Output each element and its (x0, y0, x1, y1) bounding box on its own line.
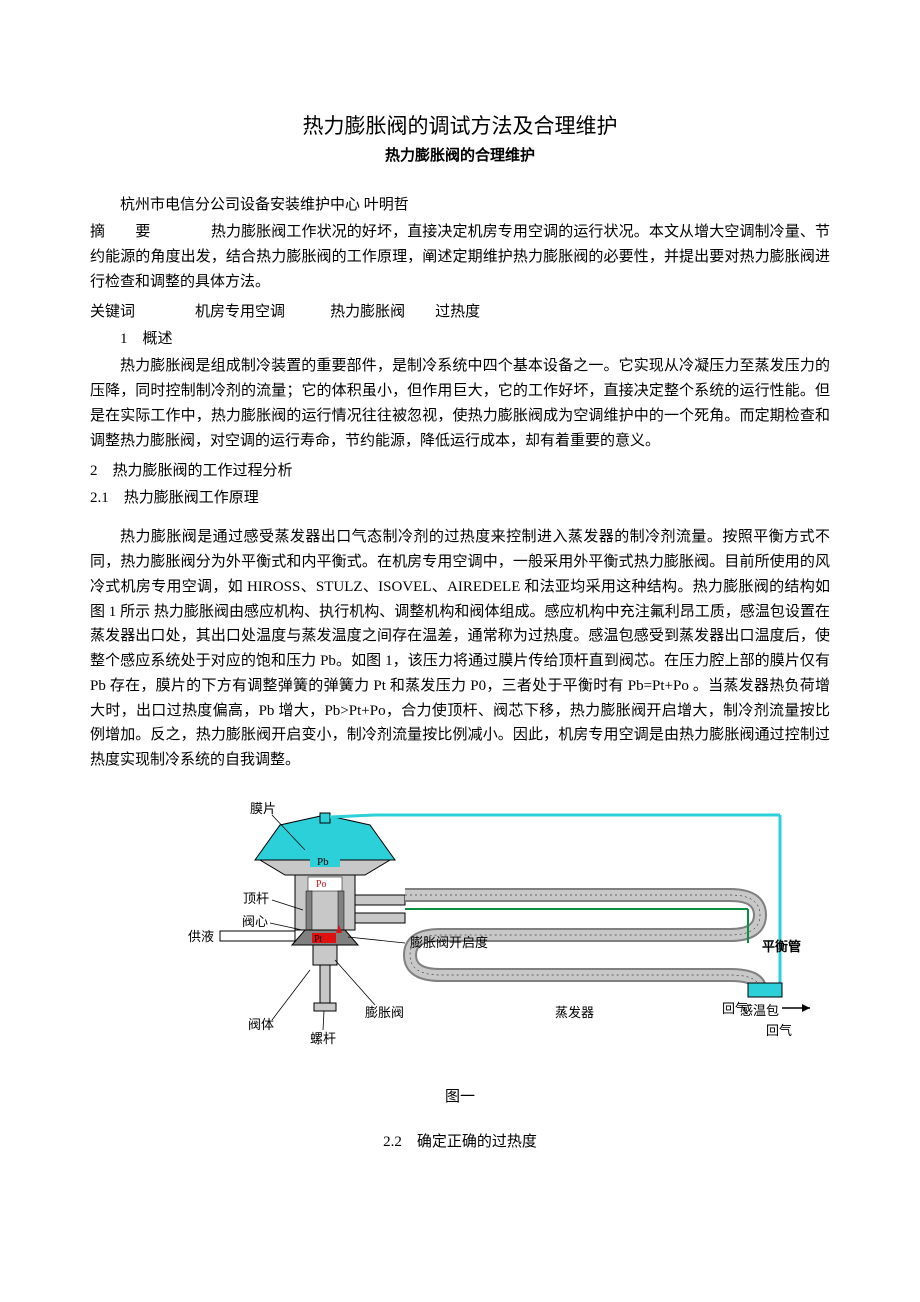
abstract: 摘 要 热力膨胀阀工作状况的好坏，直接决定机房专用空调的运行状况。本文从增大空调… (90, 220, 830, 294)
author-line: 杭州市电信分公司设备安装维护中心 叶明哲 (90, 193, 830, 214)
label-valve-open: 膨胀阀开启度 (410, 935, 488, 950)
expansion-valve-diagram: 膜片 Pb Po Pt 顶杆 阀心 供液 阀体 螺杆 膨胀阀 膨胀阀开启度 蒸发… (110, 795, 810, 1075)
title-main: 热力膨胀阀的调试方法及合理维护 (90, 110, 830, 140)
section-1-title: 概述 (143, 331, 173, 347)
title-sub: 热力膨胀阀的合理维护 (90, 144, 830, 165)
section-2-2-title: 确定正确的过热度 (417, 1134, 537, 1150)
keywords-line: 关键词 机房专用空调 热力膨胀阀 过热度 (90, 300, 830, 321)
section-2-2-heading: 2.2 确定正确的过热度 (90, 1130, 830, 1151)
label-valve-core: 阀心 (242, 914, 268, 929)
label-body: 阀体 (248, 1017, 274, 1032)
keyword-2: 热力膨胀阀 (330, 304, 405, 320)
abstract-label-2: 要 (135, 224, 150, 240)
section-2-1-body: 热力膨胀阀是通过感受蒸发器出口气态制冷剂的过热度来控制进入蒸发器的制冷剂流量。按… (90, 525, 830, 773)
figure-caption: 图一 (90, 1085, 830, 1106)
section-1-heading: 1 概述 (90, 327, 830, 348)
keywords-label: 关键词 (90, 304, 135, 320)
label-pb: Pb (317, 856, 329, 868)
abstract-label-1: 摘 (90, 224, 105, 240)
label-screw: 螺杆 (310, 1031, 336, 1046)
section-2-title: 热力膨胀阀的工作过程分析 (113, 463, 293, 479)
label-membrane: 膜片 (250, 801, 276, 816)
label-return-gas-2: 回气 (722, 1001, 748, 1016)
label-return-gas: 回气 (766, 1023, 792, 1038)
label-evaporator: 蒸发器 (555, 1005, 594, 1020)
section-2-1-title: 热力膨胀阀工作原理 (124, 490, 259, 506)
label-expansion: 膨胀阀 (365, 1005, 404, 1020)
label-po: Po (316, 879, 327, 890)
section-2-1-heading: 2.1 热力膨胀阀工作原理 (90, 486, 830, 507)
abstract-text: 热力膨胀阀工作状况的好坏，直接决定机房专用空调的运行状况。本文从增大空调制冷量、… (90, 224, 830, 290)
section-2-2-num: 2.2 (383, 1134, 402, 1150)
label-balance-tube: 平衡管 (762, 939, 801, 954)
label-pt: Pt (314, 934, 323, 945)
spacer (90, 513, 830, 525)
label-poprod: 顶杆 (243, 891, 269, 906)
figure-1: 膜片 Pb Po Pt 顶杆 阀心 供液 阀体 螺杆 膨胀阀 膨胀阀开启度 蒸发… (90, 795, 830, 1106)
document-page: 热力膨胀阀的调试方法及合理维护 热力膨胀阀的合理维护 杭州市电信分公司设备安装维… (0, 0, 920, 1211)
section-2-1-num: 2.1 (90, 490, 109, 506)
section-1-body: 热力膨胀阀是组成制冷装置的重要部件，是制冷系统中四个基本设备之一。它实现从冷凝压… (90, 354, 830, 453)
section-2-num: 2 (90, 463, 98, 479)
keyword-1: 机房专用空调 (195, 304, 285, 320)
label-supply: 供液 (188, 929, 214, 944)
section-1-num: 1 (120, 331, 128, 347)
keyword-3: 过热度 (435, 304, 480, 320)
section-2-heading: 2 热力膨胀阀的工作过程分析 (90, 459, 830, 480)
